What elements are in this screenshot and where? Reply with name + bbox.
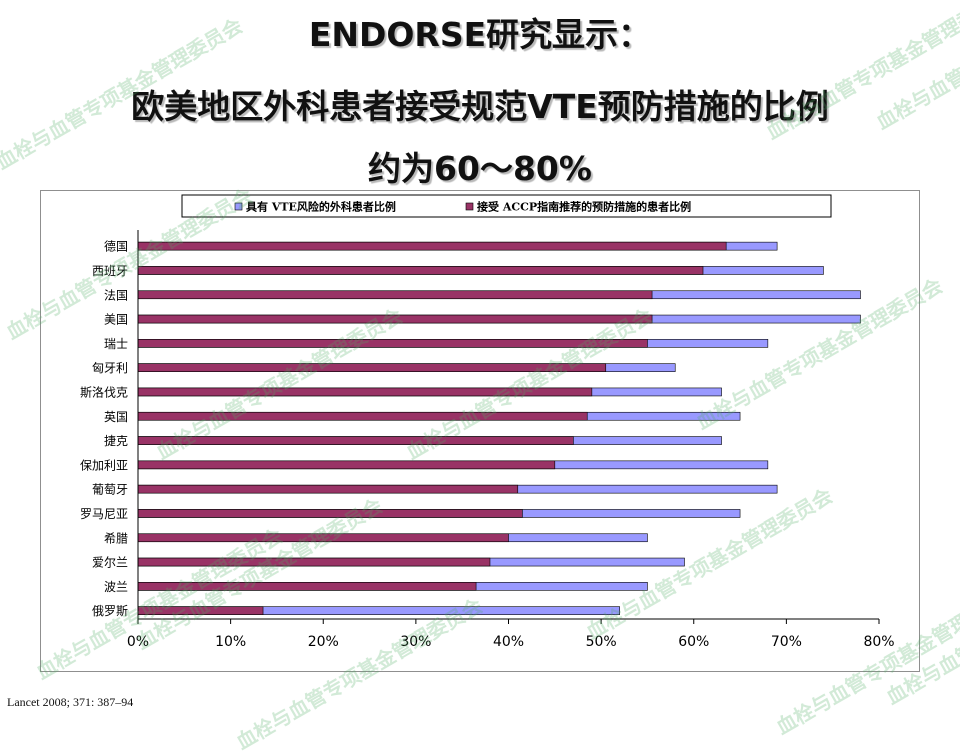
category-label-12: 希腊 <box>104 530 128 545</box>
x-tick-label-1: 10% <box>215 634 246 650</box>
category-label-3: 美国 <box>104 313 128 327</box>
legend-label-1: 接受 ACCP指南推荐的预防措施的患者比例 <box>477 200 691 214</box>
bar-1-2 <box>137 290 653 300</box>
bar-1-4 <box>137 339 648 348</box>
bar-1-13 <box>137 557 491 567</box>
category-label-2: 法国 <box>104 288 128 302</box>
x-tick-label-3: 30% <box>400 634 431 650</box>
bar-1-12 <box>137 533 509 543</box>
category-label-9: 保加利亚 <box>80 458 128 472</box>
legend-swatch-1 <box>465 202 474 211</box>
category-label-8: 捷克 <box>104 434 128 448</box>
legend-label-0: 具有 VTE风险的外科患者比例 <box>246 200 396 214</box>
title-line-1: ENDORSE研究显示： <box>308 15 652 54</box>
x-tick-label-5: 50% <box>586 634 617 650</box>
x-tick-label-8: 80% <box>863 634 894 650</box>
category-label-4: 瑞士 <box>104 337 128 351</box>
category-label-1: 西班牙 <box>92 264 128 278</box>
bar-1-7 <box>137 411 588 421</box>
legend-swatch-0 <box>234 202 243 211</box>
x-tick-label-6: 60% <box>678 634 709 650</box>
x-tick-label-4: 40% <box>493 634 524 650</box>
category-label-13: 爱尔兰 <box>92 555 128 570</box>
legend-box <box>181 194 832 218</box>
bar-1-14 <box>137 582 477 591</box>
bar-1-10 <box>137 484 519 494</box>
bar-1-3 <box>137 314 653 324</box>
category-label-5: 匈牙利 <box>92 361 128 375</box>
chart-area: 具有 VTE风险的外科患者比例 接受 ACCP指南推荐的预防措施的患者比例德国西班… <box>40 190 920 672</box>
bar-1-5 <box>137 363 607 372</box>
bar-1-1 <box>137 266 704 275</box>
title-line-3: 约为60～80% <box>368 149 592 188</box>
title-line-2: 欧美地区外科患者接受规范VTE预防措施的比例 <box>131 87 829 126</box>
bar-1-6 <box>137 387 593 397</box>
x-tick-label-0: 0% <box>127 634 149 650</box>
category-label-7: 英国 <box>104 410 128 424</box>
bar-1-15 <box>137 606 264 615</box>
bar-1-9 <box>137 460 556 470</box>
bar-1-0 <box>137 241 727 251</box>
category-label-11: 罗马尼亚 <box>80 507 128 521</box>
source-citation: Lancet 2008; 371: 387–94 <box>7 695 134 709</box>
category-label-6: 斯洛伐克 <box>80 384 128 399</box>
category-label-15: 俄罗斯 <box>92 604 128 618</box>
x-tick-label-7: 70% <box>771 634 802 650</box>
bar-1-11 <box>137 509 523 518</box>
x-tick-label-2: 20% <box>308 634 339 650</box>
category-label-14: 波兰 <box>104 580 128 594</box>
category-label-0: 德国 <box>104 239 128 254</box>
bar-1-8 <box>137 436 574 445</box>
category-label-10: 葡萄牙 <box>92 483 128 497</box>
bar-chart: 具有 VTE风险的外科患者比例 接受 ACCP指南推荐的预防措施的患者比例德国西班… <box>80 194 895 650</box>
